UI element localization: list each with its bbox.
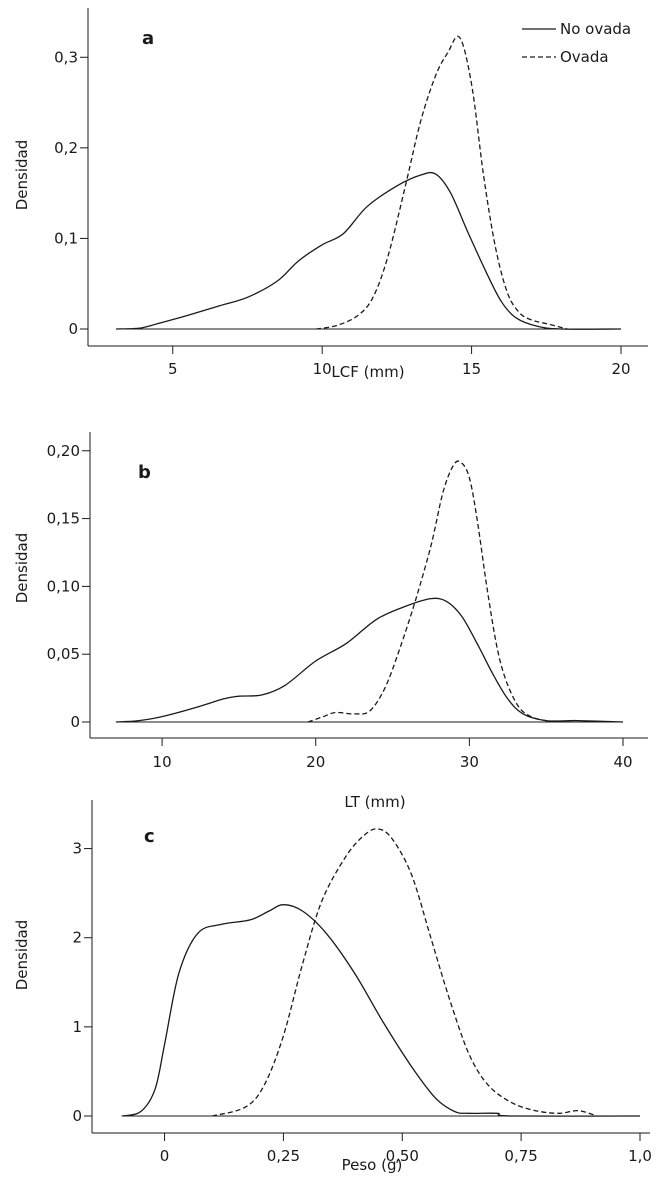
legend-label-ovada: Ovada: [560, 48, 609, 66]
x-axis-label-a: LCF (mm): [331, 363, 404, 381]
ticks-a: 5 10 15 20 0 0,1 0,2 0,3: [54, 48, 630, 378]
panel-letter-a: a: [142, 28, 154, 49]
panel-a: a 5 10 15 20 0 0,1 0,2 0,3 LCF (mm) Densidad: [13, 8, 648, 381]
x-tick-label: 10: [153, 753, 172, 771]
series-ovada-line: [211, 828, 598, 1117]
x-tick-label: 15: [462, 360, 481, 378]
series-ovada-line: [316, 35, 568, 330]
y-tick-label: 0,2: [54, 139, 78, 157]
x-tick-label: 40: [613, 753, 632, 771]
x-tick-label: 20: [611, 360, 630, 378]
x-tick-label: 0,25: [267, 1147, 300, 1165]
y-tick-label: 0,20: [47, 442, 80, 460]
ticks-b: 10 20 30 40 0 0,05 0,10 0,15 0,20: [47, 442, 633, 771]
y-tick-label: 0,05: [47, 645, 80, 663]
y-axis-label-b: Densidad: [13, 533, 31, 604]
panel-c: c 0 0,25 0,50 0,75 1,0 0 1 2 3 Peso (g) Densidad: [13, 800, 652, 1174]
y-tick-label: 0: [72, 1107, 82, 1125]
series-no-ovada-line: [115, 171, 622, 330]
curves-b: [115, 460, 624, 723]
ticks-c: 0 0,25 0,50 0,75 1,0 0 1 2 3: [72, 840, 651, 1165]
x-axis-label-c: Peso (g): [342, 1156, 403, 1174]
x-tick-label: 30: [460, 753, 479, 771]
y-tick-label: 0,10: [47, 577, 80, 595]
legend: No ovada Ovada: [522, 20, 631, 66]
y-tick-label: 0: [68, 320, 78, 338]
panel-letter-c: c: [144, 826, 155, 847]
curves-a: [115, 35, 622, 330]
y-tick-label: 0,15: [47, 510, 80, 528]
x-tick-label: 0,75: [504, 1147, 537, 1165]
curves-c: [121, 828, 641, 1117]
y-tick-label: 1: [72, 1018, 82, 1036]
series-ovada-line: [307, 460, 555, 723]
y-tick-label: 0,3: [54, 48, 78, 66]
x-tick-label: 10: [313, 360, 332, 378]
x-tick-label: 0,50: [386, 1147, 419, 1165]
x-axis-label-b: LT (mm): [344, 793, 405, 811]
y-tick-label: 3: [72, 840, 82, 858]
y-tick-label: 0: [70, 713, 80, 731]
y-axis-label-a: Densidad: [13, 140, 31, 211]
series-no-ovada-line: [121, 904, 641, 1117]
y-tick-label: 2: [72, 929, 82, 947]
y-axis-label-c: Densidad: [13, 920, 31, 991]
x-tick-label: 1,0: [628, 1147, 652, 1165]
panel-letter-b: b: [138, 462, 151, 483]
x-tick-label: 5: [168, 360, 178, 378]
y-tick-label: 0,1: [54, 229, 78, 247]
panel-b: b 10 20 30 40 0 0,05 0,10 0,15 0,20 LT (mm) Dens…: [13, 432, 648, 811]
x-tick-label: 0: [160, 1147, 170, 1165]
x-tick-label: 20: [306, 753, 325, 771]
series-no-ovada-line: [115, 597, 624, 723]
legend-label-no-ovada: No ovada: [560, 20, 631, 38]
